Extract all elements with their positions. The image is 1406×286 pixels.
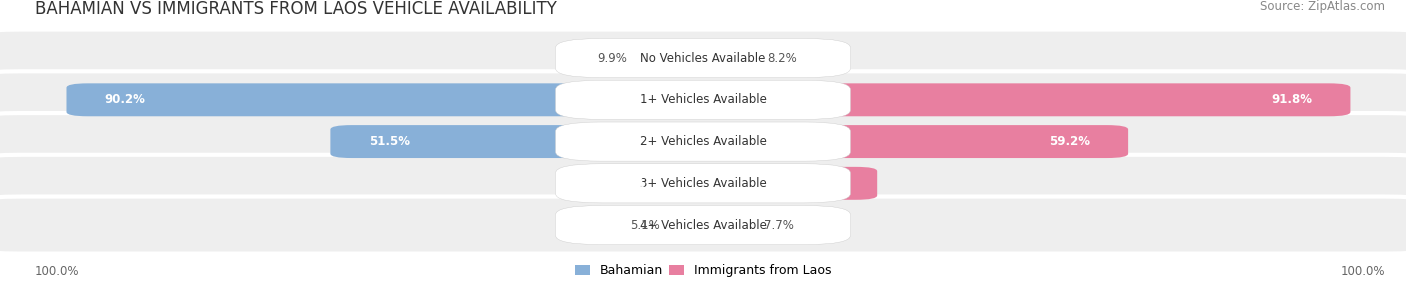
FancyBboxPatch shape — [682, 208, 778, 242]
Text: 7.7%: 7.7% — [763, 219, 794, 232]
Text: No Vehicles Available: No Vehicles Available — [640, 51, 766, 65]
Text: 100.0%: 100.0% — [1340, 265, 1385, 279]
FancyBboxPatch shape — [0, 155, 1406, 212]
Text: 100.0%: 100.0% — [35, 265, 80, 279]
FancyBboxPatch shape — [330, 125, 724, 158]
FancyBboxPatch shape — [647, 208, 724, 242]
FancyBboxPatch shape — [682, 83, 1350, 116]
Text: 16.9%: 16.9% — [605, 177, 645, 190]
FancyBboxPatch shape — [66, 83, 724, 116]
Text: 3+ Vehicles Available: 3+ Vehicles Available — [640, 177, 766, 190]
FancyBboxPatch shape — [555, 122, 851, 161]
Text: 91.8%: 91.8% — [1271, 93, 1312, 106]
FancyBboxPatch shape — [567, 167, 724, 200]
FancyBboxPatch shape — [614, 41, 724, 75]
Text: 22.4%: 22.4% — [799, 177, 839, 190]
FancyBboxPatch shape — [0, 113, 1406, 170]
Text: 90.2%: 90.2% — [105, 93, 146, 106]
FancyBboxPatch shape — [682, 167, 877, 200]
FancyBboxPatch shape — [682, 41, 780, 75]
Text: 8.2%: 8.2% — [768, 51, 797, 65]
Text: BAHAMIAN VS IMMIGRANTS FROM LAOS VEHICLE AVAILABILITY: BAHAMIAN VS IMMIGRANTS FROM LAOS VEHICLE… — [35, 0, 557, 18]
Text: 5.1%: 5.1% — [630, 219, 659, 232]
FancyBboxPatch shape — [555, 206, 851, 245]
Text: 9.9%: 9.9% — [598, 51, 627, 65]
FancyBboxPatch shape — [555, 39, 851, 78]
FancyBboxPatch shape — [682, 125, 1128, 158]
FancyBboxPatch shape — [555, 164, 851, 203]
Text: 1+ Vehicles Available: 1+ Vehicles Available — [640, 93, 766, 106]
Text: 2+ Vehicles Available: 2+ Vehicles Available — [640, 135, 766, 148]
Text: Source: ZipAtlas.com: Source: ZipAtlas.com — [1260, 0, 1385, 13]
Legend: Bahamian, Immigrants from Laos: Bahamian, Immigrants from Laos — [575, 264, 831, 277]
FancyBboxPatch shape — [555, 80, 851, 119]
FancyBboxPatch shape — [0, 29, 1406, 87]
FancyBboxPatch shape — [0, 71, 1406, 128]
Text: 4+ Vehicles Available: 4+ Vehicles Available — [640, 219, 766, 232]
Text: 59.2%: 59.2% — [1049, 135, 1090, 148]
FancyBboxPatch shape — [0, 196, 1406, 254]
Text: 51.5%: 51.5% — [368, 135, 409, 148]
